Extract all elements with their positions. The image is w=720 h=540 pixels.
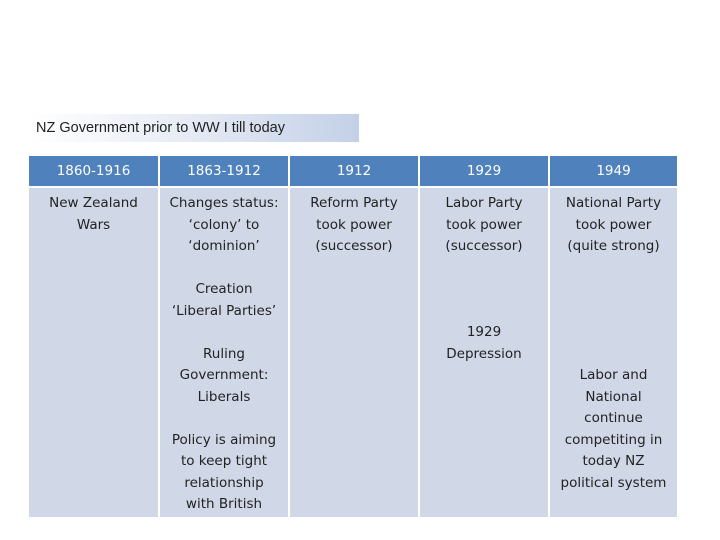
cell-text-national-party: National Party took power (quite strong) — [565, 195, 662, 254]
cell-text-reform-party: Reform Party took power (successor) — [310, 195, 398, 254]
header-row: 1860-1916 1863-1912 1912 1929 1949 — [29, 156, 677, 188]
cell-text-new-zealand-wars: New Zealand Wars — [49, 195, 138, 233]
header-cell-1912: 1912 — [289, 156, 420, 188]
header-cell-1949: 1949 — [549, 156, 677, 188]
cell-1912: Reform Party took power (successor) — [289, 187, 420, 517]
slide-title: NZ Government prior to WW I till today — [29, 114, 359, 142]
cell-text-policy: Policy is aiming to keep tight relations… — [171, 431, 277, 513]
cell-text-status-change: Changes status: ‘colony’ to ‘dominion’ — [169, 195, 279, 254]
cell-text-depression: 1929 Depression — [446, 324, 522, 362]
header-cell-1929: 1929 — [419, 156, 550, 188]
header-cell-1863-1912: 1863-1912 — [159, 156, 290, 188]
content-row: New Zealand Wars Changes status: ‘colony… — [29, 187, 677, 517]
cell-text-ruling-government: Ruling Government: Liberals — [179, 345, 269, 405]
cell-text-labor-party: Labor Party took power (successor) — [445, 195, 523, 254]
header-cell-1860-1916: 1860-1916 — [29, 156, 160, 188]
cell-1949: National Party took power (quite strong)… — [549, 187, 677, 517]
timeline-table: 1860-1916 1863-1912 1912 1929 1949 New Z… — [29, 156, 677, 517]
cell-text-labor-national-continue: Labor and National continue competiting … — [560, 367, 667, 491]
cell-1929: Labor Party took power (successor) 1929 … — [419, 187, 550, 517]
cell-text-liberal-parties: Creation ‘Liberal Parties’ — [171, 281, 277, 319]
cell-1860-1916: New Zealand Wars — [29, 187, 160, 517]
cell-1863-1912: Changes status: ‘colony’ to ‘dominion’ C… — [159, 187, 290, 517]
